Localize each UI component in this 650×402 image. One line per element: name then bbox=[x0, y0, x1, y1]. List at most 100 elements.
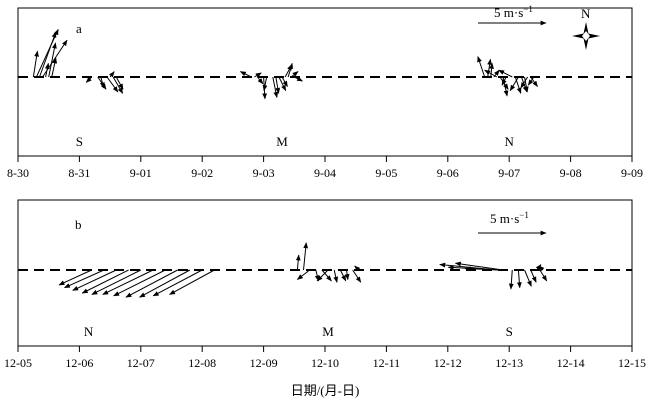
wind-vector bbox=[539, 269, 548, 282]
wind-vector bbox=[316, 269, 329, 282]
panel-a-vectors bbox=[32, 28, 538, 100]
wind-vector bbox=[278, 76, 287, 92]
wind-vector bbox=[514, 76, 522, 94]
panel-a-x-axis: 8-30 8-31 9-01 9-02 9-03 9-04 9-05 9-06 9-07 9-08… bbox=[7, 156, 643, 180]
wind-vector bbox=[152, 269, 203, 297]
group-label: S bbox=[506, 324, 513, 339]
group-label: N bbox=[84, 324, 94, 339]
x-tick-label: 9-03 bbox=[253, 166, 275, 180]
x-tick-label: 9-08 bbox=[560, 166, 582, 180]
wind-vector bbox=[102, 269, 154, 295]
wind-vector bbox=[281, 76, 288, 88]
wind-vector bbox=[239, 71, 252, 78]
x-tick-label: 8-31 bbox=[68, 166, 90, 180]
wind-vector bbox=[524, 269, 532, 287]
wind-vector bbox=[262, 76, 268, 92]
wind-vector bbox=[72, 269, 117, 291]
x-tick-label: 12-13 bbox=[495, 356, 523, 370]
group-label: M bbox=[276, 134, 288, 149]
x-tick-label: 12-07 bbox=[127, 356, 155, 370]
wind-vector bbox=[296, 269, 310, 280]
panel-a: a 5 m·s−1 N S M N 8-30 8-31 9-01 9-02 9-03 9-04… bbox=[7, 4, 643, 180]
wind-vector bbox=[484, 69, 498, 78]
panel-a-label: a bbox=[76, 21, 82, 36]
wind-vector bbox=[501, 76, 507, 86]
wind-vector bbox=[51, 57, 58, 78]
x-tick-label: 9-09 bbox=[621, 166, 643, 180]
x-axis-title: 日期/(月-日) bbox=[291, 383, 360, 398]
wind-vector bbox=[354, 265, 361, 272]
wind-vector bbox=[254, 72, 262, 78]
wind-vector bbox=[477, 56, 486, 78]
wind-vector bbox=[530, 269, 537, 283]
wind-vector bbox=[290, 71, 299, 78]
panel-b-scale: 5 m·s−1 bbox=[478, 210, 547, 236]
wind-vector bbox=[464, 266, 507, 272]
panel-b-label: b bbox=[75, 217, 82, 232]
x-tick-label: 12-14 bbox=[557, 356, 585, 370]
wind-vector bbox=[538, 265, 545, 272]
wind-vector bbox=[169, 269, 215, 295]
wind-vector bbox=[44, 62, 50, 78]
group-label: M bbox=[322, 324, 334, 339]
x-tick-label: 9-05 bbox=[375, 166, 397, 180]
wind-vector bbox=[287, 62, 293, 78]
wind-vector bbox=[344, 269, 350, 281]
panel-b-x-axis: 12-05 12-06 12-07 12-08 12-09 12-10 12-11 12-12… bbox=[4, 346, 646, 370]
north-compass-icon: N bbox=[572, 6, 600, 50]
wind-vector bbox=[520, 76, 529, 89]
wind-vector bbox=[91, 269, 142, 295]
x-tick-label: 9-01 bbox=[130, 166, 152, 180]
x-tick-label: 12-08 bbox=[188, 356, 216, 370]
x-tick-label: 9-07 bbox=[498, 166, 520, 180]
wind-vector bbox=[321, 269, 332, 282]
wind-vector bbox=[508, 269, 514, 290]
wind-vector bbox=[527, 76, 535, 86]
north-label: N bbox=[581, 6, 591, 21]
wind-vector bbox=[109, 71, 115, 78]
x-tick-label: 12-05 bbox=[4, 356, 32, 370]
wind-vector bbox=[509, 76, 519, 92]
wind-vector bbox=[99, 76, 105, 89]
group-label: N bbox=[505, 134, 515, 149]
wind-vector bbox=[112, 76, 124, 94]
x-tick-label: 9-06 bbox=[437, 166, 459, 180]
wind-vector bbox=[275, 76, 281, 94]
x-tick-label: 12-12 bbox=[434, 356, 462, 370]
wind-vector bbox=[48, 42, 57, 78]
wind-vector bbox=[32, 50, 39, 78]
wind-vector bbox=[352, 269, 362, 283]
wind-vector bbox=[115, 76, 124, 90]
wind-vector bbox=[516, 269, 522, 289]
x-tick-label: 12-06 bbox=[65, 356, 93, 370]
wind-vector bbox=[272, 76, 279, 98]
group-label: S bbox=[76, 134, 83, 149]
wind-vector bbox=[257, 76, 264, 85]
panel-a-scale-label: 5 m·s−1 bbox=[494, 4, 533, 20]
wind-vector bbox=[498, 69, 513, 78]
panel-b-vectors bbox=[58, 242, 548, 298]
wind-vector bbox=[113, 269, 166, 297]
wind-vector bbox=[523, 76, 529, 93]
x-tick-label: 8-30 bbox=[7, 166, 29, 180]
wind-vector bbox=[489, 62, 494, 78]
wind-vector bbox=[487, 58, 492, 78]
panel-b-scale-label: 5 m·s−1 bbox=[490, 210, 529, 226]
wind-vector bbox=[454, 261, 504, 271]
panel-a-scale: 5 m·s−1 bbox=[478, 4, 547, 26]
x-tick-label: 12-11 bbox=[373, 356, 401, 370]
wind-vector bbox=[139, 269, 191, 298]
wind-vector bbox=[530, 76, 538, 88]
wind-vector bbox=[339, 269, 347, 282]
wind-vector bbox=[58, 269, 92, 286]
x-tick-label: 9-04 bbox=[314, 166, 336, 180]
wind-vector bbox=[125, 269, 178, 298]
wind-vector bbox=[106, 76, 119, 93]
wind-vector bbox=[85, 76, 93, 83]
wind-vector bbox=[294, 76, 303, 82]
wind-vector bbox=[81, 269, 129, 294]
